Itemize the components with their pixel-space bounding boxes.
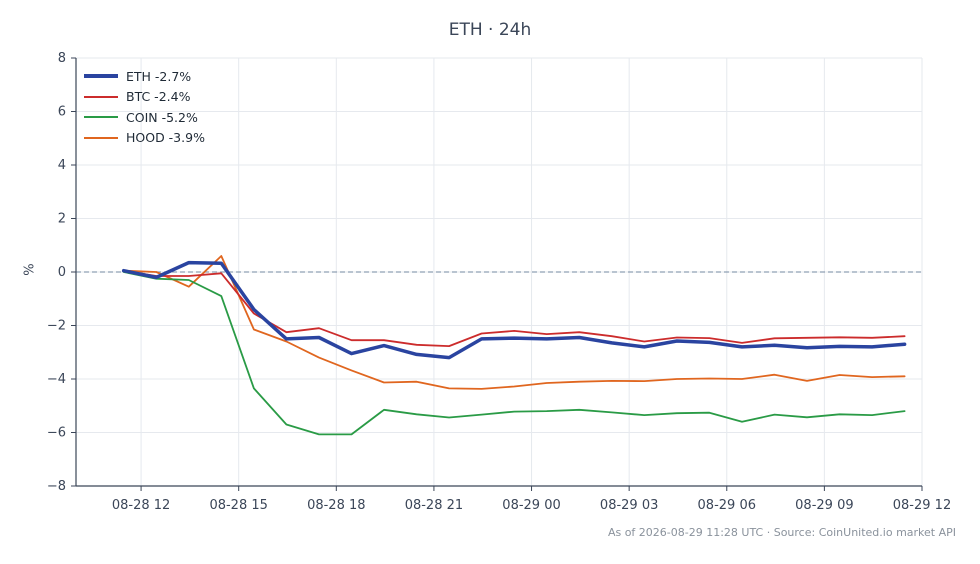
chart-title: ETH · 24h xyxy=(448,20,532,40)
x-tick-label: 08-29 09 xyxy=(795,498,853,513)
x-tick-label: 08-29 00 xyxy=(502,498,560,513)
legend-item-eth: ETH -2.7% xyxy=(84,66,205,87)
x-tick-label: 08-29 06 xyxy=(698,498,756,513)
series-lines xyxy=(121,255,907,436)
x-tick-label: 08-28 18 xyxy=(307,498,365,513)
y-tick-label: −2 xyxy=(47,319,66,334)
series-line-hood xyxy=(122,255,906,390)
y-axis-label: % xyxy=(22,263,38,276)
legend: ETH -2.7% BTC -2.4% COIN -5.2% HOOD -3.9% xyxy=(84,66,205,148)
legend-swatch xyxy=(84,136,118,139)
legend-item-hood: HOOD -3.9% xyxy=(84,128,205,149)
legend-swatch xyxy=(84,116,118,119)
legend-label: COIN -5.2% xyxy=(126,109,198,125)
legend-label: ETH -2.7% xyxy=(126,68,192,84)
x-tick-label: 08-29 12 xyxy=(893,498,951,513)
legend-label: HOOD -3.9% xyxy=(126,130,205,146)
legend-swatch xyxy=(84,95,118,98)
axes xyxy=(71,57,923,491)
legend-label: BTC -2.4% xyxy=(126,89,191,105)
x-tick-label: 08-28 12 xyxy=(112,498,170,513)
legend-item-coin: COIN -5.2% xyxy=(84,107,205,128)
x-tick-label: 08-28 15 xyxy=(209,498,267,513)
x-tick-label: 08-29 03 xyxy=(600,498,658,513)
series-line-coin xyxy=(122,271,906,436)
y-tick-label: −6 xyxy=(47,426,66,441)
tick-labels: −8 −6 −4 −2 0 2 4 6 8 08-28 12 08-28 15 08-28 18 08-… xyxy=(47,51,951,513)
y-tick-label: 2 xyxy=(58,212,66,227)
legend-item-btc: BTC -2.4% xyxy=(84,87,205,108)
series-line-btc xyxy=(122,269,906,348)
source-footer: As of 2026-08-29 11:28 UTC · Source: Coi… xyxy=(607,526,956,539)
y-tick-label: 8 xyxy=(58,51,66,66)
y-tick-label: −4 xyxy=(47,372,66,387)
y-tick-label: −8 xyxy=(47,479,66,494)
series-line-eth xyxy=(121,260,907,360)
y-tick-label: 4 xyxy=(58,158,66,173)
legend-swatch xyxy=(84,74,118,79)
x-tick-label: 08-28 21 xyxy=(405,498,463,513)
y-tick-label: 6 xyxy=(58,105,66,120)
y-tick-label: 0 xyxy=(58,265,66,280)
